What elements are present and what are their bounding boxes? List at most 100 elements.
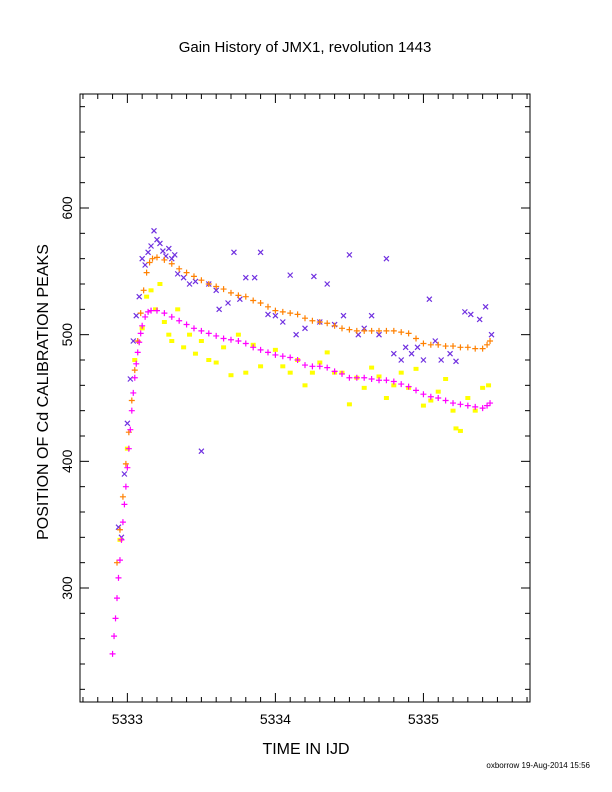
data-point: [398, 381, 405, 388]
data-point: [340, 312, 347, 319]
data-point: [287, 370, 293, 375]
data-point: [426, 296, 433, 303]
data-point: [324, 320, 331, 327]
data-point: [136, 293, 143, 300]
data-point: [420, 403, 426, 408]
data-point: [176, 317, 183, 324]
data-point: [453, 358, 459, 365]
data-point: [225, 300, 231, 306]
data-point: [331, 368, 338, 375]
data-point: [148, 307, 155, 314]
data-point: [174, 270, 181, 277]
data-point: [243, 370, 249, 375]
data-point: [450, 400, 457, 407]
data-point: [461, 308, 468, 315]
data-point: [272, 307, 279, 314]
data-point: [376, 331, 382, 338]
data-point: [213, 283, 220, 290]
data-point: [143, 269, 150, 276]
data-point: [153, 307, 160, 314]
x-tick-label: 5335: [408, 711, 439, 727]
data-point: [435, 341, 442, 348]
data-point: [464, 344, 471, 351]
data-point: [131, 367, 138, 374]
data-point: [316, 319, 323, 325]
data-point: [118, 536, 125, 543]
data-point: [139, 322, 146, 329]
y-axis: 300 400 500 600: [59, 106, 530, 690]
data-point: [287, 310, 294, 317]
data-point: [157, 282, 163, 286]
data-point: [487, 338, 494, 344]
data-point: [166, 332, 172, 337]
data-point: [324, 364, 331, 371]
data-point: [122, 460, 129, 467]
data-point: [205, 330, 212, 337]
data-point: [130, 389, 137, 396]
data-point: [145, 308, 152, 315]
data-point: [130, 338, 137, 344]
data-point: [144, 294, 150, 299]
data-point: [442, 343, 449, 350]
data-point: [420, 357, 427, 363]
data-point: [339, 325, 346, 332]
data-point: [142, 262, 149, 268]
data-point: [398, 329, 405, 336]
data-point: [405, 330, 412, 337]
data-point: [133, 360, 140, 367]
data-point: [190, 273, 197, 280]
data-point: [464, 402, 471, 409]
data-point: [134, 349, 141, 356]
footer-credit: oxborrow 19-Aug-2014 15:56: [486, 761, 590, 770]
data-point: [302, 383, 308, 388]
data-point: [235, 338, 242, 344]
data-point: [148, 243, 154, 249]
data-point: [111, 633, 118, 640]
y-tick-label: 400: [59, 449, 75, 473]
data-point: [457, 401, 464, 408]
data-point: [165, 245, 172, 252]
data-point: [128, 397, 135, 404]
data-point: [383, 255, 390, 262]
data-point: [427, 341, 434, 348]
x-axis-label: TIME IN IJD: [262, 741, 349, 758]
data-point: [293, 331, 300, 338]
data-point: [443, 377, 449, 381]
data-point: [213, 332, 220, 339]
data-point: [183, 321, 190, 328]
data-point: [361, 374, 368, 381]
chart-title: Gain History of JMX1, revolution 1443: [179, 39, 432, 56]
data-point: [116, 557, 123, 564]
plot-marks: [109, 227, 495, 657]
data-point: [264, 349, 271, 356]
data-point: [114, 595, 121, 602]
data-point: [279, 308, 286, 315]
data-point: [148, 288, 154, 293]
data-point: [413, 366, 419, 371]
data-point: [221, 345, 227, 350]
data-point: [453, 426, 459, 431]
data-point: [405, 383, 412, 390]
y-tick-label: 600: [59, 196, 75, 220]
data-point: [137, 310, 144, 317]
data-point: [176, 265, 183, 272]
data-point: [235, 292, 242, 299]
data-point: [151, 227, 157, 234]
data-point: [216, 306, 223, 313]
plot-frame: [79, 93, 531, 703]
data-point: [116, 526, 123, 533]
data-point: [465, 396, 471, 400]
data-point: [220, 335, 227, 342]
data-point: [161, 310, 168, 317]
data-point: [383, 327, 390, 334]
data-point: [119, 493, 126, 500]
data-point: [420, 340, 427, 347]
data-point: [124, 464, 131, 471]
data-point: [294, 357, 301, 363]
data-point: [121, 501, 128, 508]
data-point: [109, 650, 116, 657]
data-point: [383, 396, 389, 400]
data-point: [287, 354, 294, 361]
data-point: [484, 341, 491, 348]
data-point: [368, 376, 375, 382]
